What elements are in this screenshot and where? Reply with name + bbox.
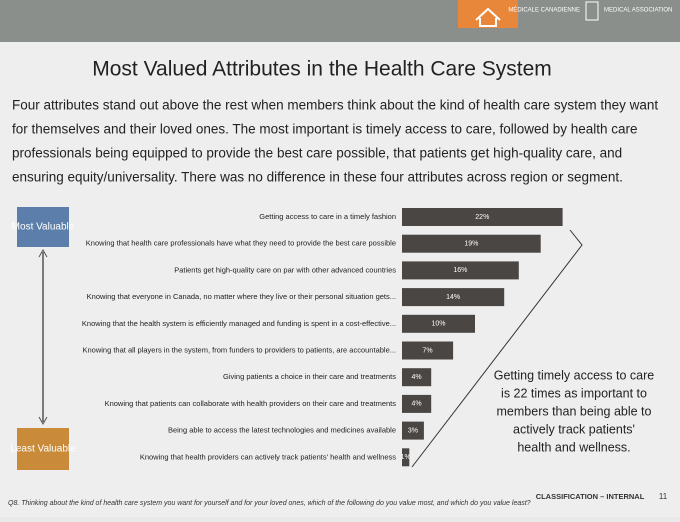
value-label: 14% [446,294,460,301]
most-valuable-label: Most Valuable [12,222,75,233]
logo-text-fr: MÉDICALE CANADIENNE [508,7,580,14]
bar [402,208,563,226]
logo-text-en: MEDICAL ASSOCIATION [604,8,672,14]
category-label: Knowing that everyone in Canada, no matt… [87,292,396,301]
bracket [411,229,583,468]
home-button[interactable] [458,0,518,28]
subtitle-line: ensuring equity/universality. There was … [12,170,623,185]
bar [402,288,505,307]
bar [402,421,424,440]
bar [402,261,519,280]
subtitle-line: for themselves and their loved ones. The… [12,122,638,137]
category-label: Knowing that health care professionals h… [86,239,396,248]
value-label: 1% [401,454,411,461]
subtitle-line: Four attributes stand out above the rest… [12,98,658,113]
value-label: 22% [475,214,489,221]
page-number: 11 [659,492,668,501]
bar [402,368,432,387]
annotation-line: members than being able to [497,404,652,418]
bar [402,314,475,333]
classification: CLASSIFICATION – INTERNAL [536,492,645,501]
category-label: Giving patients a choice in their care a… [223,372,396,381]
category-label: Knowing that the health system is effici… [82,319,396,328]
bar [402,394,432,413]
top-band [0,0,680,42]
bar [402,234,541,253]
home-icon [475,7,501,27]
value-label: 4% [412,374,422,381]
value-label: 7% [422,347,432,354]
least-valuable-box [17,428,69,470]
value-label: 16% [453,267,467,274]
annotation-line: actively track patients' [513,422,635,436]
bar [402,448,410,467]
category-label: Knowing that health providers can active… [140,452,396,461]
value-label: 19% [464,241,478,248]
annotation-line: is 22 times as important to [501,386,647,400]
category-label: Being able to access the latest technolo… [168,426,396,435]
category-label: Knowing that all players in the system, … [83,345,397,354]
arrow-heads [38,248,48,426]
least-valuable-label: Least Valuable [10,444,76,455]
category-label: Knowing that patients can collaborate wi… [105,399,397,408]
category-label: Patients get high-quality care on par wi… [174,265,396,274]
subtitle-line: professionals being equipped to provide … [12,146,622,161]
value-label: 10% [431,321,445,328]
category-label: Getting access to care in a timely fashi… [259,212,396,221]
logo-mark [585,1,599,21]
value-label: 4% [412,401,422,408]
chart-title: Most Valued Attributes in the Health Car… [92,58,552,81]
annotation-line: Getting timely access to care [494,368,655,382]
bar [402,341,454,360]
footnote: Q8. Thinking about the kind of health ca… [8,500,531,507]
most-valuable-box [17,207,69,247]
annotation-line: health and wellness. [517,440,630,454]
value-label: 3% [408,427,418,434]
slide-body [0,42,680,517]
